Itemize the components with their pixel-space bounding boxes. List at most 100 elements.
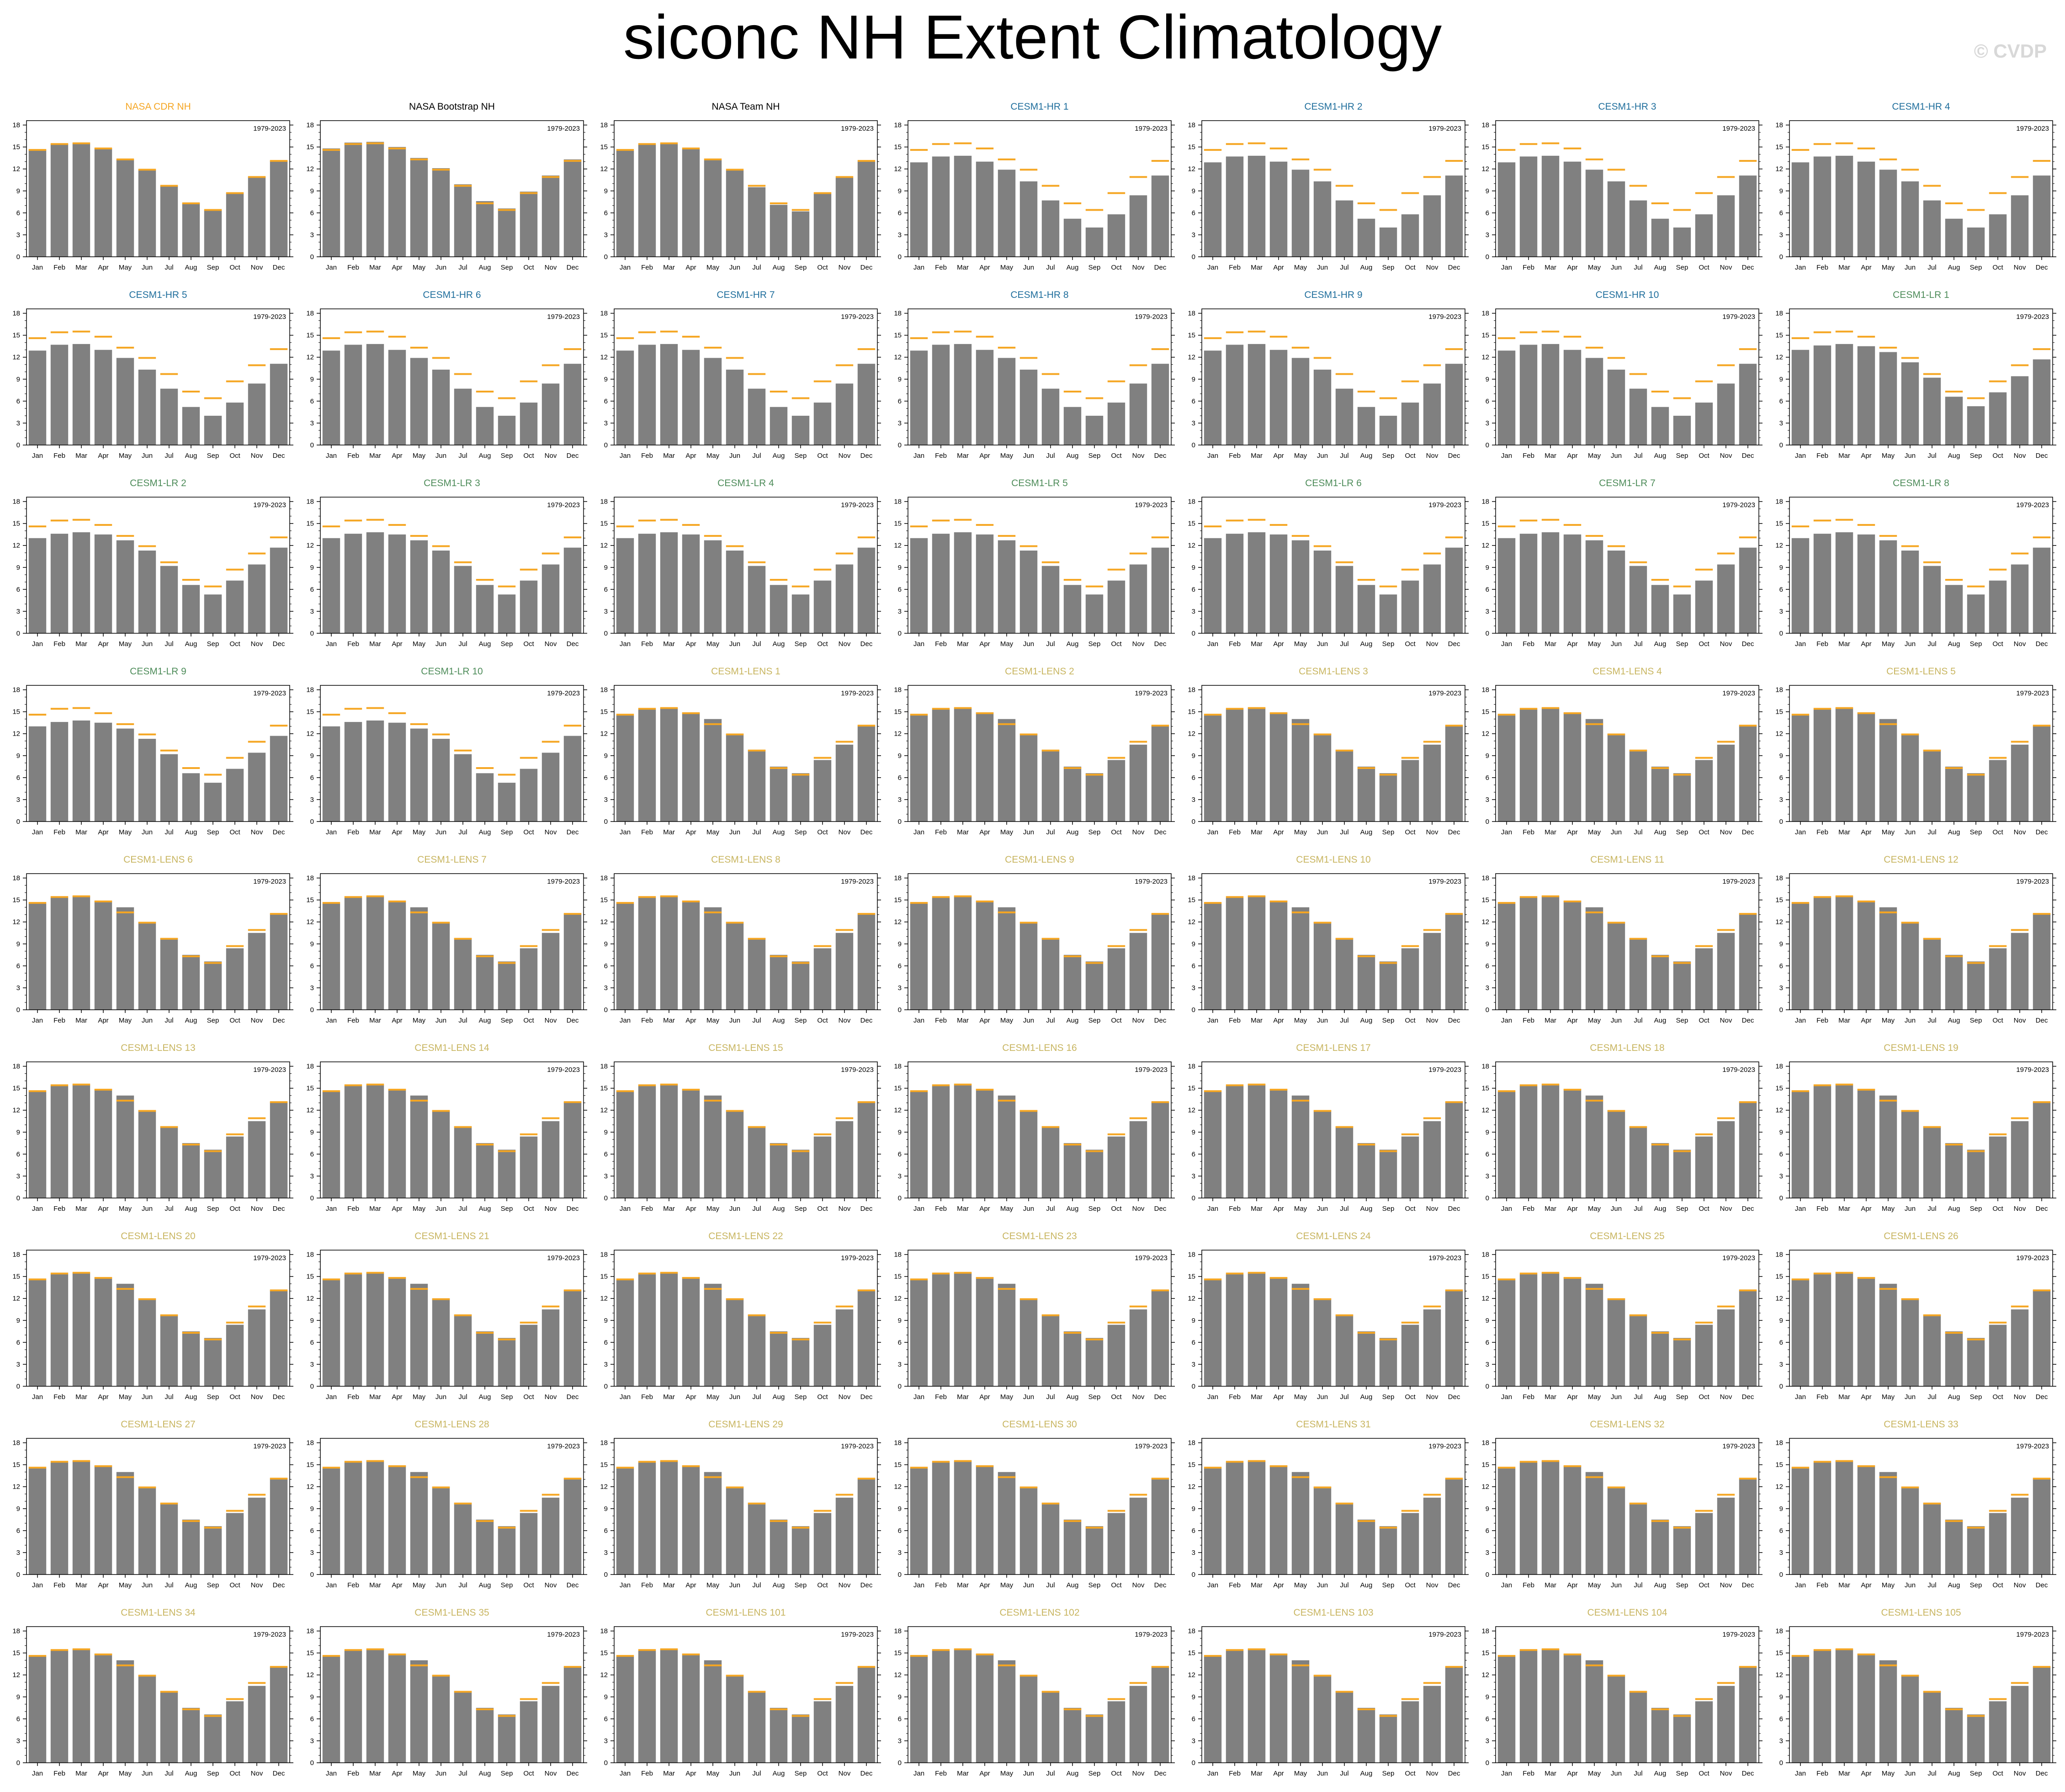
x-tick-label: Oct [1111,640,1122,648]
bar [366,1084,384,1198]
panel-frame [908,685,1172,822]
x-tick-label: Mar [663,264,675,271]
bar [344,1462,362,1575]
y-tick-label: 9 [1779,1317,1783,1325]
bar [998,1095,1016,1198]
bar [1107,948,1125,1010]
bar [226,1136,244,1198]
x-tick-label: Oct [229,452,240,460]
bar [520,1513,538,1575]
panel-title: CESM1-LENS 24 [1296,1231,1371,1241]
x-tick-label: Nov [1426,264,1439,271]
panel-frame [1201,120,1465,257]
x-tick-label: Mar [1838,1205,1850,1213]
period-label: 1979-2023 [841,1066,874,1074]
x-tick-label: Oct [229,1393,240,1401]
bar [1226,709,1244,822]
bar [1813,897,1831,1010]
bar [1717,1309,1735,1386]
x-tick-label: Dec [1742,1393,1754,1401]
x-tick-label: May [1882,452,1895,460]
bar [182,1331,200,1386]
x-tick-label: Mar [1545,1393,1556,1401]
bar [1673,961,1691,1010]
x-tick-label: Aug [1948,1205,1960,1213]
x-tick-label: Jun [142,1017,153,1024]
bar [541,383,560,445]
period-label: 1979-2023 [1722,313,1755,321]
x-tick-label: Mar [1838,1393,1850,1401]
y-tick-label: 9 [1192,187,1195,195]
x-tick-label: Jun [729,828,740,836]
bar [1813,1086,1831,1198]
x-tick-label: Feb [1523,264,1534,271]
y-tick-label: 12 [1188,1295,1195,1303]
bar [1673,1150,1691,1198]
x-tick-label: May [706,1393,720,1401]
y-tick-label: 15 [1188,708,1195,716]
bar [954,344,972,445]
bar [1247,708,1266,822]
x-tick-label: Sep [1088,1205,1101,1213]
x-tick-label: Mar [369,1393,381,1401]
bar [94,722,112,822]
y-tick-label: 18 [12,875,20,882]
y-tick-label: 0 [604,1194,608,1202]
bar [1651,766,1669,822]
bar [72,143,90,257]
bar [1085,1150,1104,1198]
x-tick-label: Jun [1905,264,1916,271]
x-tick-label: Aug [1948,1393,1960,1401]
bar [954,896,972,1010]
x-tick-label: Apr [1567,828,1577,836]
x-tick-label: Jan [1501,640,1512,648]
bar [748,1502,766,1575]
bar [1335,1314,1354,1386]
x-tick-label: Jun [729,1017,740,1024]
bar [638,1462,656,1575]
bar [998,358,1016,445]
bar [204,1526,222,1575]
panel-title: CESM1-LENS 29 [708,1419,783,1430]
x-tick-label: Jan [1795,828,1806,836]
bar [1585,540,1603,633]
y-tick-label: 12 [1775,1107,1783,1114]
x-tick-label: Feb [641,828,653,836]
x-tick-label: Oct [229,1205,240,1213]
x-tick-label: Jan [1207,640,1218,648]
bar [682,534,700,633]
x-tick-label: Mar [1545,640,1556,648]
y-tick-label: 9 [310,1129,314,1136]
x-tick-label: Dec [567,264,579,271]
y-tick-label: 15 [306,1085,314,1092]
x-tick-label: Sep [1970,1393,1982,1401]
panel-frame [1789,873,2053,1010]
bar [454,566,472,633]
x-tick-label: Feb [1816,1017,1828,1024]
y-tick-label: 3 [310,1172,314,1180]
y-tick-label: 3 [1192,1172,1195,1180]
y-tick-label: 12 [600,730,608,738]
y-tick-label: 18 [1481,1063,1489,1071]
bar [682,712,700,822]
y-tick-label: 6 [1779,209,1783,217]
x-tick-label: Oct [523,452,534,460]
y-tick-label: 12 [894,730,902,738]
x-tick-label: Jan [326,1205,337,1213]
panel-frame [320,685,584,822]
x-tick-label: Oct [1992,1017,2003,1024]
x-tick-label: Apr [392,452,402,460]
x-tick-label: Aug [1360,828,1373,836]
bar [563,1102,582,1198]
bar [72,1272,90,1386]
panel-title: CESM1-LR 7 [1599,478,1656,488]
bar [660,1084,678,1198]
y-tick-label: 12 [894,1295,902,1303]
bar [1541,532,1560,633]
bar [1497,903,1516,1010]
bar [498,415,516,445]
x-tick-label: Dec [273,1581,285,1589]
y-tick-label: 0 [898,630,902,637]
